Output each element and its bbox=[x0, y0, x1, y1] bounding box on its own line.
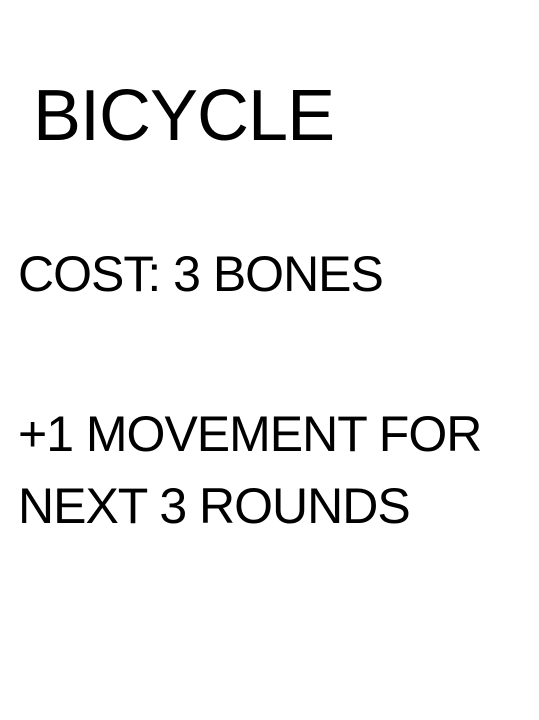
card-effect: +1 MOVEMENT FOR NEXT 3 ROUNDS bbox=[18, 398, 539, 542]
card-effect-line: +1 MOVEMENT FOR bbox=[18, 406, 482, 462]
card-title: BICYCLE bbox=[33, 76, 335, 156]
card-effect-line: NEXT 3 ROUNDS bbox=[18, 478, 411, 534]
card-cost: COST: 3 BONES bbox=[18, 246, 384, 302]
